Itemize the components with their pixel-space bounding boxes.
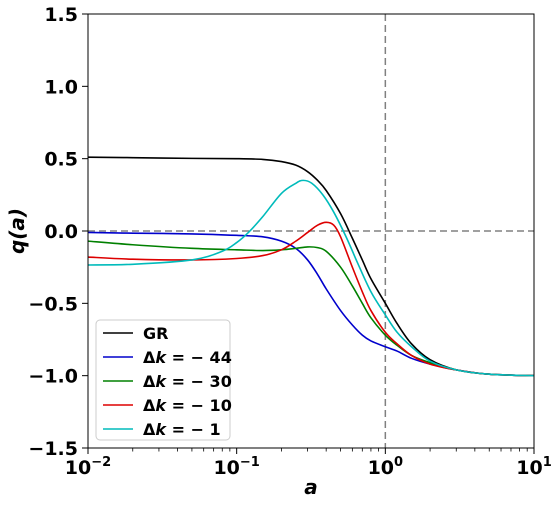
y-tick-label: 1.5 xyxy=(44,4,78,26)
series-layer xyxy=(87,156,535,377)
legend-label-1: Δk = − 44 xyxy=(143,348,232,367)
legend-label-3: Δk = − 10 xyxy=(143,396,232,415)
y-tick-label: 0.5 xyxy=(44,149,78,171)
reference-lines xyxy=(88,14,534,448)
y-tick-label: −1.5 xyxy=(28,438,78,460)
series-line-3 xyxy=(87,221,535,377)
y-tick-label: −1.0 xyxy=(28,366,78,388)
legend-label-0: GR xyxy=(143,324,168,343)
x-axis-label: a xyxy=(304,475,318,499)
y-axis-label: q(a) xyxy=(5,208,29,254)
y-tick-label: 0.0 xyxy=(44,221,78,243)
x-tick-label: 101 xyxy=(516,455,552,479)
x-tick-label: 10−1 xyxy=(213,455,259,479)
y-axis-ticks: −1.5 −1.0 −0.5 0.0 0.5 1.0 1.5 xyxy=(28,4,88,460)
series-line-0 xyxy=(87,156,535,377)
series-line-2 xyxy=(87,240,535,377)
y-tick-label: 1.0 xyxy=(44,76,78,98)
legend-label-2: Δk = − 30 xyxy=(143,372,232,391)
y-tick-label: −0.5 xyxy=(28,293,78,315)
x-tick-label: 100 xyxy=(368,455,404,479)
legend: GR Δk = − 44 Δk = − 30 Δk = − 10 Δk = − 1 xyxy=(95,319,232,441)
x-tick-label: 10−2 xyxy=(65,455,111,479)
x-axis-ticks: 10−2 10−1 100 101 xyxy=(65,448,552,479)
legend-label-4: Δk = − 1 xyxy=(143,420,221,439)
series-line-4 xyxy=(87,179,535,377)
legend-box xyxy=(95,319,231,441)
